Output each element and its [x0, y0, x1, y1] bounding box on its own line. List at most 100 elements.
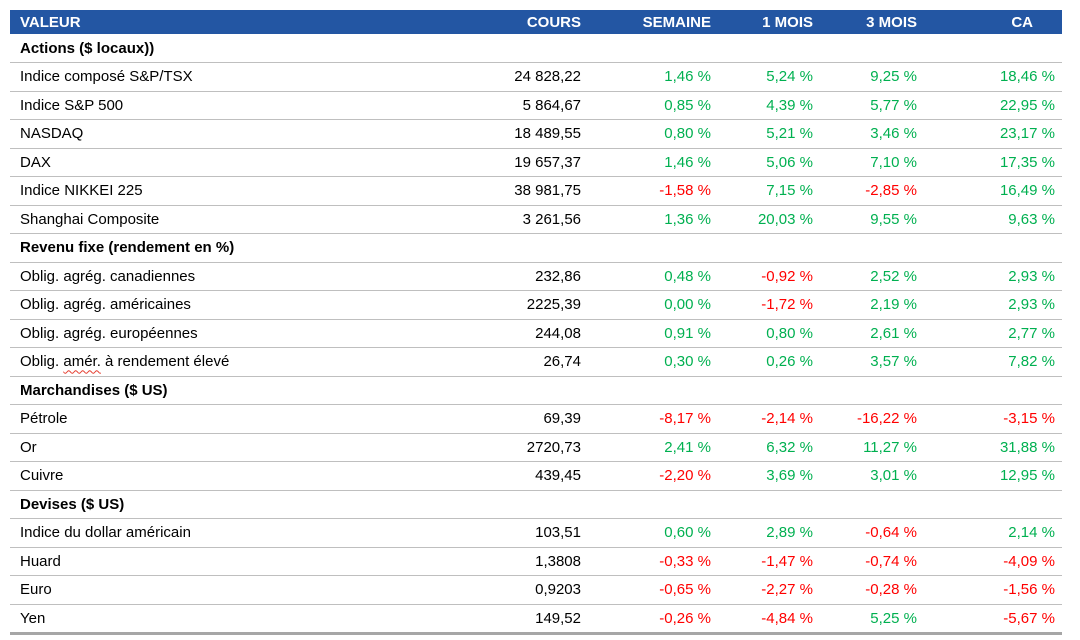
- instrument-label: Oblig. agrég. européennes: [20, 324, 198, 342]
- table-row: NASDAQ 18 489,55 0,80 % 5,21 % 3,46 % 23,17 %: [10, 120, 1062, 148]
- semaine-change: 1,36 %: [664, 210, 711, 228]
- table-row: Indice composé S&P/TSX 24 828,22 1,46 % 5,2…: [10, 63, 1062, 91]
- ca-change: -3,15 %: [1003, 410, 1055, 428]
- semaine-change: 0,60 %: [664, 524, 711, 542]
- mois1-change: 3,69 %: [766, 467, 813, 485]
- section-title: Marchandises ($ US): [20, 381, 168, 399]
- ca-change: 9,63 %: [1008, 210, 1055, 228]
- cours-value: 26,74: [543, 353, 581, 371]
- semaine-change: -0,65 %: [659, 581, 711, 599]
- ca-change: 31,88 %: [999, 438, 1055, 456]
- instrument-label: Pétrole: [20, 410, 68, 428]
- mois3-change: -0,28 %: [865, 581, 917, 599]
- ca-change: 16,49 %: [999, 182, 1055, 200]
- section-title: Revenu fixe (rendement en %): [20, 239, 235, 257]
- mois3-change: -0,64 %: [865, 524, 917, 542]
- ca-change: 2,14 %: [1008, 524, 1055, 542]
- instrument-label: Yen: [20, 609, 46, 627]
- mois1-change: -2,27 %: [761, 581, 813, 599]
- instrument-label: Indice S&P 500: [20, 96, 124, 114]
- semaine-change: 0,91 %: [664, 324, 711, 342]
- mois1-change: 6,32 %: [766, 438, 813, 456]
- table-header-row: VALEUR COURS SEMAINE 1 MOIS 3 MOIS CA: [10, 10, 1062, 34]
- semaine-change: -0,26 %: [659, 609, 711, 627]
- table-body: Actions ($ locaux)) Indice composé S&P/TS…: [10, 34, 1062, 633]
- table-row: Huard 1,3808 -0,33 % -1,47 % -0,74 % -4,09 %: [10, 547, 1062, 576]
- instrument-label: Or: [20, 438, 37, 456]
- semaine-change: 0,85 %: [664, 96, 711, 114]
- instrument-label: Euro: [20, 581, 52, 599]
- ca-change: 22,95 %: [999, 96, 1055, 114]
- semaine-change: -1,58 %: [659, 182, 711, 200]
- column-header-ca: CA: [924, 10, 1062, 34]
- column-header-1-mois: 1 MOIS: [718, 10, 820, 34]
- cours-value: 149,52: [535, 609, 581, 627]
- table-row: Indice NIKKEI 225 38 981,75 -1,58 % 7,15 % -…: [10, 177, 1062, 205]
- cours-value: 38 981,75: [514, 182, 581, 200]
- instrument-label: Indice composé S&P/TSX: [20, 68, 193, 86]
- instrument-label: Oblig. agrég. canadiennes: [20, 267, 196, 285]
- label-text: Oblig.: [20, 353, 64, 371]
- label-text: à rendement élevé: [100, 353, 230, 371]
- column-header-valeur: VALEUR: [10, 10, 485, 34]
- instrument-label: Oblig. amér. à rendement élevé: [10, 348, 485, 377]
- table-row: Indice du dollar américain 103,51 0,60 % 2,…: [10, 519, 1062, 547]
- semaine-change: 0,48 %: [664, 267, 711, 285]
- ca-change: 12,95 %: [999, 467, 1055, 485]
- mois1-change: -2,14 %: [761, 410, 813, 428]
- table-row: Euro 0,9203 -0,65 % -2,27 % -0,28 % -1,56 %: [10, 576, 1062, 604]
- mois3-change: -16,22 %: [856, 410, 917, 428]
- instrument-label: Indice du dollar américain: [20, 524, 191, 542]
- instrument-label: Indice NIKKEI 225: [20, 182, 143, 200]
- cours-value: 24 828,22: [514, 68, 581, 86]
- mois3-change: 5,25 %: [870, 609, 917, 627]
- mois3-change: 3,01 %: [870, 467, 917, 485]
- section-title: Actions ($ locaux)): [20, 39, 155, 57]
- table-row: Cuivre 439,45 -2,20 % 3,69 % 3,01 % 12,95 %: [10, 462, 1062, 490]
- ca-change: 7,82 %: [1008, 353, 1055, 371]
- instrument-label: Cuivre: [20, 467, 64, 485]
- ca-change: 23,17 %: [999, 125, 1055, 143]
- mois1-change: -1,47 %: [761, 552, 813, 570]
- mois3-change: 7,10 %: [870, 153, 917, 171]
- table-row: Pétrole 69,39 -8,17 % -2,14 % -16,22 % -3,15 …: [10, 405, 1062, 433]
- cours-value: 3 261,56: [522, 210, 581, 228]
- semaine-change: 0,80 %: [664, 125, 711, 143]
- section-header-row: Revenu fixe (rendement en %): [10, 234, 1062, 262]
- cours-value: 439,45: [535, 467, 581, 485]
- column-header-3-mois: 3 MOIS: [820, 10, 924, 34]
- semaine-change: 0,30 %: [664, 353, 711, 371]
- cours-value: 1,3808: [535, 552, 581, 570]
- mois1-change: 5,06 %: [766, 153, 813, 171]
- column-header-semaine: SEMAINE: [588, 10, 718, 34]
- table-row: Indice S&P 500 5 864,67 0,85 % 4,39 % 5,77 %…: [10, 91, 1062, 120]
- mois1-change: -4,84 %: [761, 609, 813, 627]
- cours-value: 0,9203: [535, 581, 581, 599]
- semaine-change: 0,00 %: [664, 296, 711, 314]
- mois1-change: 0,26 %: [766, 353, 813, 371]
- ca-change: -4,09 %: [1003, 552, 1055, 570]
- semaine-change: 1,46 %: [664, 68, 711, 86]
- table-row: Shanghai Composite 3 261,56 1,36 % 20,03 % 9…: [10, 205, 1062, 234]
- mois1-change: -0,92 %: [761, 267, 813, 285]
- semaine-change: 2,41 %: [664, 438, 711, 456]
- table-row: Yen 149,52 -0,26 % -4,84 % 5,25 % -5,67 %: [10, 604, 1062, 633]
- table-row: Or 2720,73 2,41 % 6,32 % 11,27 % 31,88 %: [10, 433, 1062, 462]
- mois3-change: 5,77 %: [870, 96, 917, 114]
- instrument-label: DAX: [20, 153, 51, 171]
- table-row: Oblig. amér. à rendement élevé 26,74 0,30 …: [10, 348, 1062, 377]
- mois1-change: 20,03 %: [757, 210, 813, 228]
- ca-change: -1,56 %: [1003, 581, 1055, 599]
- column-header-cours: COURS: [485, 10, 588, 34]
- section-title: Devises ($ US): [20, 495, 125, 513]
- semaine-change: -2,20 %: [659, 467, 711, 485]
- cours-value: 232,86: [535, 267, 581, 285]
- mois1-change: 7,15 %: [766, 182, 813, 200]
- mois3-change: 11,27 %: [863, 438, 917, 456]
- mois3-change: 3,46 %: [870, 125, 917, 143]
- cours-value: 2225,39: [526, 296, 581, 314]
- instrument-label: Oblig. agrég. américaines: [20, 296, 191, 314]
- ca-change: 2,93 %: [1008, 296, 1055, 314]
- semaine-change: 1,46 %: [664, 153, 711, 171]
- ca-change: -5,67 %: [1003, 609, 1055, 627]
